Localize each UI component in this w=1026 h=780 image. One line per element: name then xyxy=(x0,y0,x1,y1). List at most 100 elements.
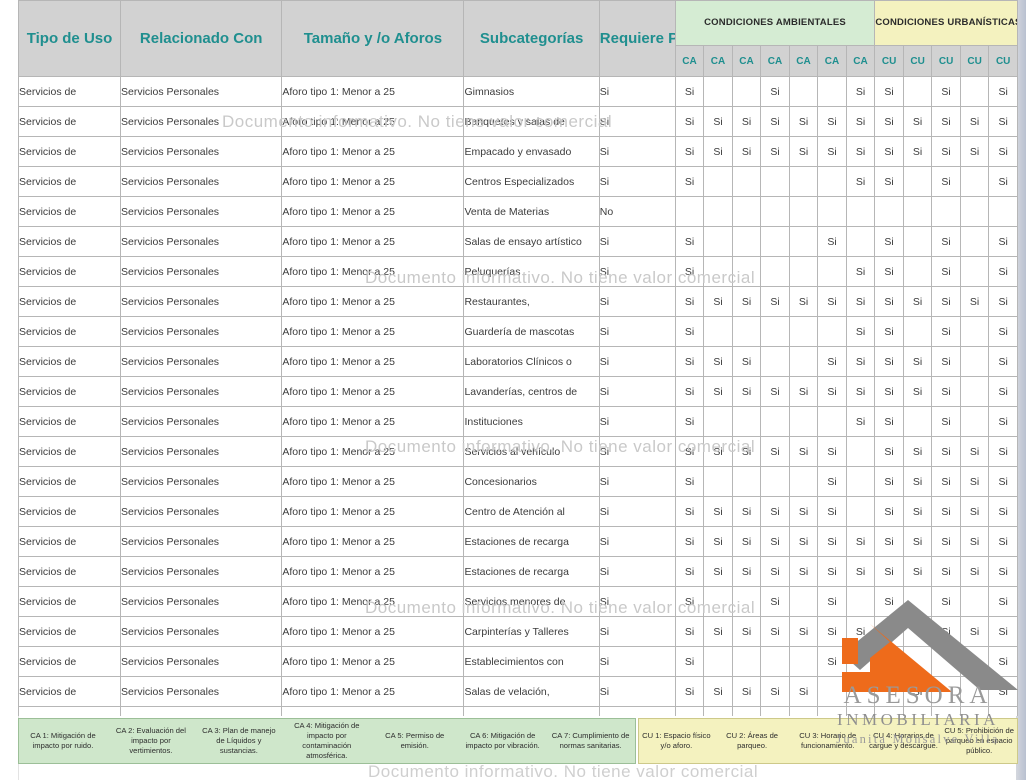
column-header-ca-2[interactable]: CA xyxy=(703,45,733,77)
table-row[interactable]: Servicios de Servicios Personales Aforo ti… xyxy=(18,106,1018,137)
table-row[interactable]: Servicios de Servicios Personales Aforo ti… xyxy=(18,376,1018,407)
cell-tamano-aforos: Aforo tipo 1: Menor a 25 xyxy=(281,316,465,347)
table-row[interactable]: Servicios de Servicios Personales Aforo ti… xyxy=(18,436,1018,467)
cell-ca-6: Si xyxy=(817,376,847,407)
cell-ca-7: Si xyxy=(845,316,876,347)
column-header-ca-7[interactable]: CA xyxy=(845,45,876,77)
column-header-cu-3[interactable]: CU xyxy=(931,45,961,77)
legend-condiciones-ambientales: CA 1: Mitigación de impacto por ruido. CA… xyxy=(18,718,636,764)
cell-cu-1: Si xyxy=(874,226,904,257)
column-header-ca-6[interactable]: CA xyxy=(817,45,847,77)
cell-ca-1: Si xyxy=(674,526,705,557)
column-header-ca-4[interactable]: CA xyxy=(760,45,790,77)
cell-cu-1 xyxy=(874,676,904,707)
cell-ca-7 xyxy=(845,676,876,707)
cell-subcategoria: Instituciones xyxy=(463,406,600,437)
table-row[interactable]: Servicios de Servicios Personales Aforo ti… xyxy=(18,646,1018,677)
cell-ca-7: Si xyxy=(845,256,876,287)
cell-cu-5: Si xyxy=(988,646,1018,677)
table-row[interactable]: IndustriaIndustria PequeñaÁrea Superiore… xyxy=(18,706,1018,716)
column-header-relacionado-con[interactable]: Relacionado Con xyxy=(119,0,283,77)
column-header-ca-5[interactable]: CA xyxy=(788,45,819,77)
table-row[interactable]: Servicios de Servicios Personales Aforo ti… xyxy=(18,166,1018,197)
cell-ca-6: Si xyxy=(817,526,847,557)
cell-ca-2: Si xyxy=(703,136,733,167)
cell-ca-4: Si xyxy=(760,616,790,647)
table-row[interactable]: Servicios de Servicios Personales Aforo ti… xyxy=(18,466,1018,497)
cell-ca-3: Si xyxy=(731,526,762,557)
cell-ca-5: Si xyxy=(788,136,819,167)
page-right-scroll-strip[interactable] xyxy=(1016,0,1026,780)
cell-tipo-de-uso: Servicios de xyxy=(18,286,121,317)
table-row[interactable]: Servicios de Servicios Personales Aforo ti… xyxy=(18,676,1018,707)
cell-cu-5: Si xyxy=(988,556,1018,587)
table-row[interactable]: Servicios de Servicios Personales Aforo ti… xyxy=(18,226,1018,257)
cell-relacionado-con: Servicios Personales xyxy=(119,226,283,257)
cell-ca-2 xyxy=(703,316,733,347)
column-header-subcategorias[interactable]: Subcategorías xyxy=(463,0,600,77)
table-row[interactable]: Servicios de Servicios Personales Aforo ti… xyxy=(18,256,1018,287)
cell-cu-2: Si xyxy=(902,436,933,467)
cell-ca-1: Si xyxy=(674,676,705,707)
cell-ca-2 xyxy=(703,466,733,497)
cell-cu-3 xyxy=(931,676,961,707)
column-header-cu-2[interactable]: CU xyxy=(902,45,933,77)
table-row[interactable]: Servicios de Servicios Personales Aforo ti… xyxy=(18,526,1018,557)
cell-cu-1: Si xyxy=(874,526,904,557)
cell-cu-3: Si xyxy=(931,616,961,647)
cell-requiere-pau: Si xyxy=(598,406,676,437)
cell-cu-2 xyxy=(902,196,933,227)
column-header-requiere-pau[interactable]: Requiere PAU xyxy=(598,0,676,77)
cell-cu-1: Si xyxy=(874,616,904,647)
column-header-tipo-de-uso[interactable]: Tipo de Uso xyxy=(18,0,121,77)
column-header-cu-1[interactable]: CU xyxy=(874,45,904,77)
column-header-cu-5[interactable]: CU xyxy=(988,45,1018,77)
column-header-tamano-aforos[interactable]: Tamaño y /o Aforos xyxy=(281,0,465,77)
cell-relacionado-con: Servicios Personales xyxy=(119,556,283,587)
cell-ca-4: Si xyxy=(760,586,790,617)
column-header-ca-1[interactable]: CA xyxy=(674,45,705,77)
table-row[interactable]: Servicios de Servicios Personales Aforo ti… xyxy=(18,286,1018,317)
cell-requiere-pau: Si xyxy=(598,706,676,716)
table-row[interactable]: Servicios de Servicios Personales Aforo ti… xyxy=(18,556,1018,587)
cell-ca-6: Si xyxy=(817,346,847,377)
table-row[interactable]: Servicios de Servicios Personales Aforo ti… xyxy=(18,76,1018,107)
cell-tipo-de-uso: Servicios de xyxy=(18,106,121,137)
cell-tamano-aforos: Aforo tipo 1: Menor a 25 xyxy=(281,526,465,557)
cell-relacionado-con: Servicios Personales xyxy=(119,316,283,347)
table-row[interactable]: Servicios de Servicios Personales Aforo ti… xyxy=(18,586,1018,617)
cell-ca-4 xyxy=(760,346,790,377)
table-row[interactable]: Servicios de Servicios Personales Aforo ti… xyxy=(18,136,1018,167)
cell-subcategoria: Salas de velación, xyxy=(463,676,600,707)
cell-cu-5: Si xyxy=(988,346,1018,377)
cell-cu-4 xyxy=(959,676,990,707)
cell-relacionado-con: Servicios Personales xyxy=(119,406,283,437)
cell-tipo-de-uso: Servicios de xyxy=(18,436,121,467)
cell-ca-6: Si xyxy=(817,706,847,716)
table-row[interactable]: Servicios de Servicios Personales Aforo ti… xyxy=(18,616,1018,647)
cell-tipo-de-uso: Servicios de xyxy=(18,196,121,227)
table-row[interactable]: Servicios de Servicios Personales Aforo ti… xyxy=(18,406,1018,437)
cell-subcategoria: Servicios al vehículo xyxy=(463,436,600,467)
cell-cu-4 xyxy=(959,376,990,407)
cell-ca-3: Si xyxy=(731,346,762,377)
table-row[interactable]: Servicios de Servicios Personales Aforo ti… xyxy=(18,316,1018,347)
cell-cu-1: Si xyxy=(874,496,904,527)
cell-subcategoria: Empacado y envasado xyxy=(463,136,600,167)
table-row[interactable]: Servicios de Servicios Personales Aforo ti… xyxy=(18,496,1018,527)
table-row[interactable]: Servicios de Servicios Personales Aforo ti… xyxy=(18,346,1018,377)
cell-ca-1: Si xyxy=(674,406,705,437)
column-header-ca-3[interactable]: CA xyxy=(731,45,762,77)
legend-item-cu-2: CU 2: Áreas de parqueo. xyxy=(726,730,779,750)
column-header-cu-4[interactable]: CU xyxy=(959,45,990,77)
cell-ca-5: Si xyxy=(788,706,819,716)
cell-cu-2: Si xyxy=(902,346,933,377)
cell-cu-5: Si xyxy=(988,166,1018,197)
cell-ca-7: Si xyxy=(845,166,876,197)
cell-requiere-pau: Si xyxy=(598,526,676,557)
cell-cu-3: Si xyxy=(931,166,961,197)
cell-subcategoria: Centros Especializados xyxy=(463,166,600,197)
table-row[interactable]: Servicios de Servicios Personales Aforo ti… xyxy=(18,196,1018,227)
cell-tipo-de-uso: Servicios de xyxy=(18,76,121,107)
cell-ca-1: Si xyxy=(674,496,705,527)
